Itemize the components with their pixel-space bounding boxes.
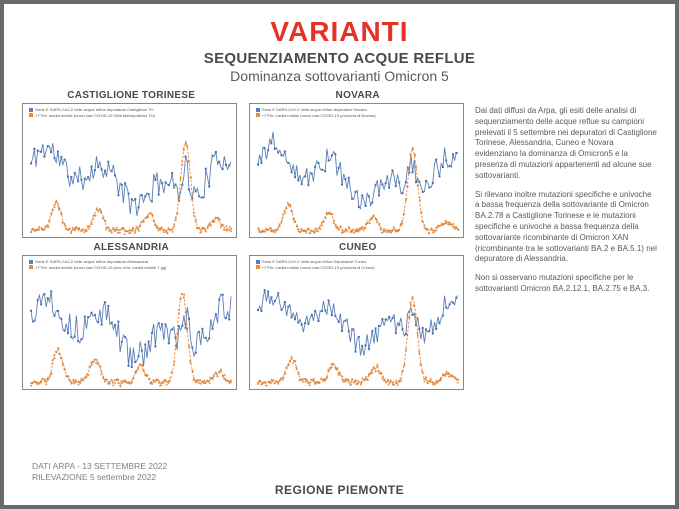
chart-title: ALESSANDRIA — [22, 242, 241, 253]
infographic-frame: VARIANTI SEQUENZIAMENTO ACQUE REFLUE Dom… — [0, 0, 679, 509]
sidebar-text: Dai dati diffusi da Arpa, gli esiti dell… — [475, 90, 657, 390]
chart-title: CUNEO — [249, 242, 468, 253]
chart-title: CASTIGLIONE TORINESE — [22, 90, 241, 101]
orange-line — [31, 141, 231, 231]
chart-svg — [250, 256, 465, 391]
charts-grid: CASTIGLIONE TORINESE Gene E SARS-CoV-2 ne… — [22, 90, 467, 390]
blue-line — [31, 291, 231, 367]
chart-legend: Gene E SARS-CoV-2 nelle acque reflue dep… — [29, 107, 155, 118]
subtitle-1: SEQUENZIAMENTO ACQUE REFLUE — [22, 50, 657, 67]
sidebar-p2: Si rilevano inoltre mutazioni specifiche… — [475, 190, 657, 266]
chart-box: Gene E SARS-CoV-2 nelle acque reflue dep… — [22, 103, 237, 238]
footer-left-line2: RILEVAZIONE 5 settembre 2022 — [32, 472, 167, 483]
chart-svg — [23, 256, 238, 391]
chart-box: Gene E SARS-CoV-2 nelle acque reflue dep… — [22, 255, 237, 390]
chart-cell: CUNEO Gene E SARS-CoV-2 nelle acque reflu… — [249, 242, 468, 390]
chart-legend: Gene E SARS-CoV-2 nelle acque reflue dep… — [29, 259, 166, 270]
footer-left: DATI ARPA - 13 SETTEMBRE 2022 RILEVAZION… — [32, 461, 167, 483]
blue-line — [258, 132, 458, 209]
chart-svg — [250, 104, 465, 239]
chart-box: Gene E SARS-CoV-2 nelle acque reflue dep… — [249, 103, 464, 238]
chart-title: NOVARA — [249, 90, 468, 101]
main-title: VARIANTI — [22, 16, 657, 48]
sidebar-p1: Dai dati diffusi da Arpa, gli esiti dell… — [475, 106, 657, 182]
sidebar-p3: Non si osservano mutazioni specifiche pe… — [475, 273, 657, 295]
chart-legend: Gene E SARS-CoV-2 nelle acque reflue dep… — [256, 107, 376, 118]
orange-line — [258, 149, 458, 232]
chart-svg — [23, 104, 238, 239]
chart-cell: ALESSANDRIA Gene E SARS-CoV-2 nelle acque… — [22, 242, 241, 390]
subtitle-2: Dominanza sottovarianti Omicron 5 — [22, 68, 657, 84]
chart-cell: CASTIGLIONE TORINESE Gene E SARS-CoV-2 ne… — [22, 90, 241, 238]
footer-left-line1: DATI ARPA - 13 SETTEMBRE 2022 — [32, 461, 167, 472]
footer-center: REGIONE PIEMONTE — [4, 483, 675, 497]
blue-line — [31, 143, 231, 215]
chart-box: Gene E SARS-CoV-2 nelle acque reflue Dep… — [249, 255, 464, 390]
blue-line — [258, 290, 458, 355]
chart-legend: Gene E SARS-CoV-2 nelle acque reflue Dep… — [256, 259, 375, 270]
chart-cell: NOVARA Gene E SARS-CoV-2 nelle acque refl… — [249, 90, 468, 238]
content-row: CASTIGLIONE TORINESE Gene E SARS-CoV-2 ne… — [22, 90, 657, 390]
